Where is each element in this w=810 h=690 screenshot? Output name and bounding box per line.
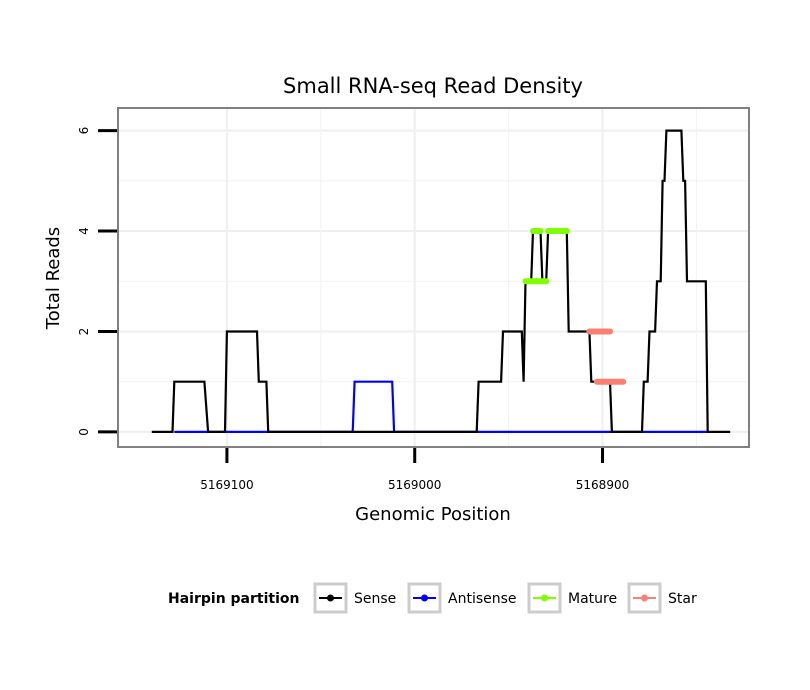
x-axis: 5169100 5169000 5168900 [200, 448, 629, 492]
legend-label: Sense [354, 591, 396, 607]
legend-item-antisense: Antisense [407, 582, 517, 614]
x-axis-label: Genomic Position [355, 504, 511, 525]
legend-items: Sense Antisense Mature Star [313, 582, 697, 614]
legend-item-mature: Mature [527, 582, 617, 614]
y-tick-label: 2 [77, 328, 91, 336]
legend-label: Star [668, 591, 697, 607]
plot-panel [117, 107, 750, 448]
x-tick-label: 5169100 [200, 478, 253, 492]
plot-background [118, 108, 749, 447]
y-tick-label: 0 [77, 428, 91, 436]
series-line-sense [151, 129, 731, 433]
y-tick-label: 4 [77, 227, 91, 235]
legend-item-sense: Sense [313, 582, 396, 614]
plot-border [117, 107, 750, 448]
legend-key-point [421, 594, 428, 602]
legend-label: Mature [568, 591, 617, 607]
x-tick-label: 5168900 [576, 478, 629, 492]
x-tick-label: 5169000 [388, 478, 441, 492]
chart-title: Small RNA-seq Read Density [283, 74, 583, 98]
legend-key-point [327, 594, 334, 602]
series-layer [151, 129, 731, 433]
legend-key [407, 582, 442, 614]
y-axis-label: Total Reads [43, 227, 64, 330]
legend-item-star: Star [627, 582, 697, 614]
legend-title: Hairpin partition [168, 591, 299, 607]
legend: Hairpin partition Sense Antisense Mature St… [168, 582, 697, 614]
legend-label: Antisense [448, 591, 517, 607]
y-axis: 0 2 4 6 [77, 127, 117, 436]
legend-key-point [541, 594, 548, 602]
y-tick-label: 6 [77, 127, 91, 135]
legend-key-point [641, 594, 648, 602]
